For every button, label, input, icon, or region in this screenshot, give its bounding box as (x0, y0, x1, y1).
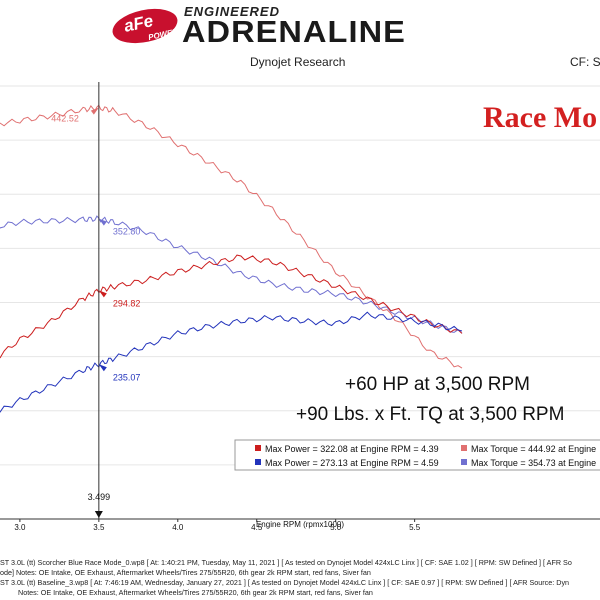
run-note-baseline: ST 3.0L (tt) Baseline_3.wp8 [ At: 7:46:1… (0, 578, 570, 587)
point-label: 294.82 (113, 298, 141, 308)
legend-entry: Max Torque = 444.92 at Engine (471, 444, 596, 454)
chart-title: Race Mo (483, 101, 597, 134)
dyno-chart: 442.52 352.80 294.82 235.07 Race Mo +60 HP … (0, 82, 600, 530)
x-tick-label: 5.0 (330, 523, 342, 530)
series-line-torque-baseline (0, 215, 463, 334)
rpm-cursor-readout: 3.499 (88, 492, 111, 518)
point-marker (90, 107, 99, 115)
point-label: 442.52 (51, 114, 79, 124)
x-axis: 2.53.03.54.04.55.05.5 (0, 518, 600, 530)
annotation-hp: +60 HP at 3,500 RPM (345, 374, 530, 395)
rpm-cursor-value: 3.499 (88, 492, 111, 502)
x-tick-label: 5.5 (409, 523, 421, 530)
legend-entry: Max Torque = 354.73 at Engine (471, 458, 596, 468)
x-tick-label: 4.0 (172, 523, 184, 530)
afe-power-logo: aFe POWER (109, 3, 181, 49)
run-notes-footer: ST 3.0L (tt) Scorcher Blue Race Mode_0.w… (0, 530, 600, 600)
legend-swatch-torque-race (461, 445, 467, 451)
legend-swatch-torque-baseline (461, 459, 467, 465)
x-axis-label: Engine RPM (rpmx1000) (256, 520, 344, 529)
x-tick-label: 4.5 (251, 523, 263, 530)
header: aFe POWER ENGINEERED ADRENALINE Dynojet … (0, 0, 600, 82)
brand-tagline-top: ENGINEERED (184, 4, 280, 19)
x-tick-label: 3.0 (14, 523, 26, 530)
legend-entry: Max Power = 322.08 at Engine RPM = 4.39 (265, 444, 439, 454)
point-marker (98, 218, 107, 226)
run-note-baseline-notes: Notes: OE Intake, OE Exhaust, Aftermarke… (18, 588, 373, 597)
run-note-race: ST 3.0L (tt) Scorcher Blue Race Mode_0.w… (0, 558, 572, 567)
series-line-power-baseline (0, 311, 463, 413)
point-label: 352.80 (113, 227, 141, 237)
series-line-torque-race (0, 104, 463, 369)
correction-factor-label: CF: SA (570, 55, 600, 69)
run-note-race-notes: ode] Notes: OE Intake, OE Exhaust, After… (0, 568, 371, 577)
legend-entry: Max Power = 273.13 at Engine RPM = 4.59 (265, 458, 439, 468)
legend-swatch-power-race (255, 445, 261, 451)
annotation-tq: +90 Lbs. x Ft. TQ at 3,500 RPM (296, 404, 564, 425)
dyno-label: Dynojet Research (250, 55, 346, 69)
series-layer (0, 104, 463, 413)
point-label: 235.07 (113, 372, 141, 382)
legend: Max Power = 322.08 at Engine RPM = 4.39 … (234, 439, 600, 471)
brand-tagline-main: ADRENALINE (182, 14, 406, 49)
point-marker (98, 364, 107, 372)
series-line-power-race (0, 254, 463, 359)
point-labels: 442.52 352.80 294.82 235.07 (51, 107, 141, 382)
legend-swatch-power-baseline (255, 459, 261, 465)
x-tick-label: 3.5 (93, 523, 105, 530)
point-marker (98, 290, 107, 298)
